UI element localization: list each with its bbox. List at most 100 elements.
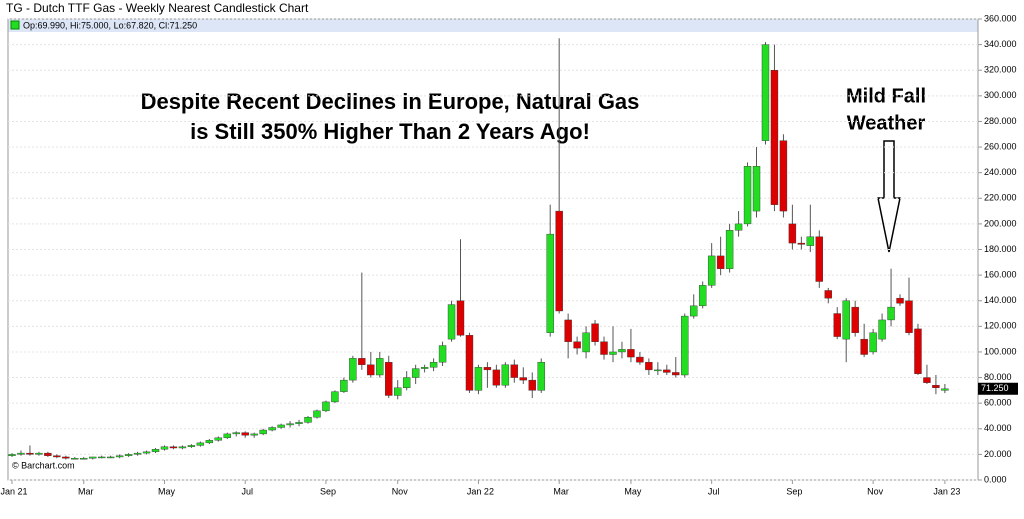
candle-body [35,452,43,455]
candle-body [196,442,205,446]
candle-body [869,332,877,353]
last-price-label: 71.250 [981,383,1009,393]
candle-body [905,300,913,333]
candle-body [914,328,922,374]
y-tick-label: 360.000 [984,13,1017,23]
last-price-box [978,382,1018,395]
candle-body [349,358,357,381]
candle-body [178,446,187,449]
candle-body [555,210,563,312]
x-tick-label: Jan 23 [933,486,960,496]
candle-body [573,341,581,349]
candle-body [806,236,815,246]
y-tick-label: 300.000 [984,90,1017,100]
candle-body [313,410,321,418]
candle-body [97,456,106,459]
y-tick-label: 320.000 [984,65,1017,75]
candle-body [474,367,483,391]
candle-body [564,319,572,342]
x-tick-label: Nov [867,486,884,496]
candle-body [295,422,303,424]
x-tick-label: Jul [241,486,253,496]
candle-body [797,242,806,245]
candle-body [411,368,420,378]
y-tick-label: 220.000 [984,193,1017,203]
candle-body [160,446,169,450]
candle-body [358,358,366,365]
candle-body [187,445,196,447]
candle-body [734,223,743,231]
y-tick-label: 340.000 [984,39,1017,49]
candle-body [654,369,662,372]
candle-body [788,223,797,244]
candle-body [707,255,716,286]
candle-body [501,364,510,386]
candle-body [851,306,859,333]
legend-swatch [10,20,20,30]
candle-body [241,432,249,436]
candle-body [385,361,393,396]
candle-body [752,166,761,212]
candle-body [340,379,348,392]
annotation: Despite Recent Declines in Europe, Natur… [141,89,640,114]
y-tick-label: 80.000 [984,372,1012,382]
candle-body [214,437,223,441]
candle-body [887,306,895,321]
candle-body [681,315,689,376]
x-tick-label: Sep [786,486,802,496]
candle-body [725,230,734,269]
candle-body [232,432,240,435]
marks [8,18,978,481]
candle-body [600,341,608,355]
candle-body [438,345,447,363]
candle-body [142,451,151,454]
source: © Barchart.com [12,460,75,470]
candle-body [815,236,823,282]
candle-body [304,417,312,423]
candle-body [115,455,124,458]
candle-body [169,446,178,449]
candle-body [465,335,474,391]
candle-body [367,364,375,376]
candle-body [259,429,267,435]
annotation: Weather [847,112,926,134]
y-tick-label: 260.000 [984,141,1017,151]
candle-body [151,449,160,453]
candle-body [124,454,133,456]
y-tick-label: 280.000 [984,116,1017,126]
candle-body [878,319,886,340]
x-tick-label: Mar [78,486,94,496]
annotation: is Still 350% Higher Than 2 Years Ago! [190,119,590,144]
legend-text: Op:69.990, Hi:75.000, Lo:67.820, Cl:71.2… [23,20,197,30]
candle-body [537,361,545,391]
candle-body [824,290,832,299]
y-tick-label: 40.000 [984,423,1012,433]
y-tick-label: 0.000 [984,474,1007,484]
x-tick-label: May [158,486,176,496]
candle-body [8,454,16,456]
candle-body [779,140,788,212]
candle-body [932,385,940,389]
x-tick-label: Mar [553,486,569,496]
candle-body [609,351,617,355]
candle-body [17,452,25,455]
y-tick-label: 60.000 [984,398,1012,408]
y-tick-label: 200.000 [984,218,1017,228]
candle-body [26,452,34,455]
candle-body [510,364,519,378]
candle-body [842,300,850,340]
y-tick-label: 20.000 [984,449,1012,459]
chart-title: TG - Dutch TTF Gas - Weekly Nearest Cand… [6,1,309,15]
candle-body [106,456,115,459]
y-tick-label: 160.000 [984,269,1017,279]
candle-body [860,338,868,355]
candle-body [62,456,70,459]
candle-body [133,452,142,455]
y-tick-label: 180.000 [984,244,1017,254]
candle-body [618,349,626,353]
y-tick-label: 240.000 [984,167,1017,177]
candle-body [268,427,276,431]
candle-body [483,367,492,371]
